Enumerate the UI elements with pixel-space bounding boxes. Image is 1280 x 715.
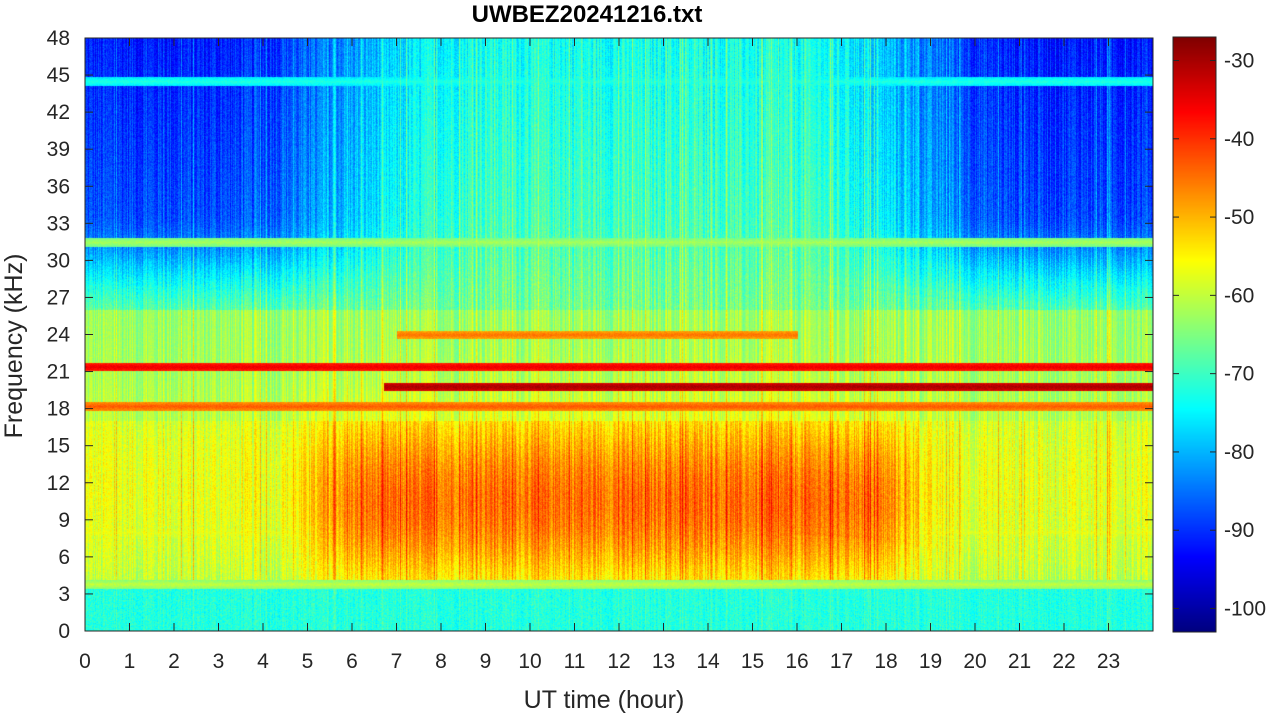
colorbar-frame	[1172, 36, 1217, 633]
y-tick-label: 0	[58, 620, 70, 643]
x-tick-label: 4	[257, 650, 269, 673]
colorbar-tick-label: -60	[1224, 284, 1254, 307]
y-tick-label: 18	[47, 398, 70, 421]
y-tick-label: 33	[47, 212, 70, 235]
x-tick-label: 20	[963, 650, 986, 673]
x-tick-label: 9	[480, 650, 492, 673]
x-tick-label: 18	[874, 650, 897, 673]
colorbar-tick-label: -90	[1224, 519, 1254, 542]
colorbar-tick-label: -80	[1224, 441, 1254, 464]
spectrogram-plot	[84, 37, 1154, 632]
x-tick-label: 10	[518, 650, 541, 673]
y-tick-label: 30	[47, 249, 70, 272]
colorbar: -30 -40 -50 -60 -70 -80 -90 -100	[1172, 36, 1266, 633]
y-tick-label: 27	[47, 286, 70, 309]
colorbar-tick-label: -40	[1224, 128, 1254, 151]
x-tick-label: 16	[785, 650, 808, 673]
x-tick-label: 15	[741, 650, 764, 673]
colorbar-gradient	[1173, 37, 1216, 632]
y-tick-label: 9	[58, 509, 70, 532]
x-axis-label: UT time (hour)	[524, 686, 685, 714]
x-tick-label: 3	[213, 650, 225, 673]
x-tick-label: 17	[830, 650, 853, 673]
colorbar-tick-label: -30	[1224, 49, 1254, 72]
spectrogram-image	[85, 38, 1153, 631]
colorbar-ticks: -30 -40 -50 -60 -70 -80 -90 -100	[1173, 49, 1266, 621]
x-tick-label: 5	[302, 650, 314, 673]
y-tick-label: 36	[47, 175, 70, 198]
colorbar-tick-label: -100	[1224, 598, 1266, 621]
colorbar-image-container	[1173, 37, 1216, 632]
x-tick-label: 11	[564, 650, 586, 673]
x-tick-label: 14	[696, 650, 720, 673]
x-tick-label: 0	[79, 650, 91, 673]
y-tick-label: 21	[47, 361, 70, 384]
x-tick-label: 19	[919, 650, 942, 673]
x-tick-label: 22	[1052, 650, 1075, 673]
x-tick-label: 21	[1008, 650, 1031, 673]
colorbar-tick-label: -70	[1224, 363, 1254, 386]
x-tick-label: 13	[652, 650, 675, 673]
y-tick-label: 12	[47, 472, 70, 495]
x-tick-label: 1	[124, 650, 136, 673]
y-tick-label: 6	[58, 546, 70, 569]
x-tick-label: 6	[346, 650, 358, 673]
y-tick-label: 15	[47, 435, 70, 458]
y-axis-label: Frequency (kHz)	[0, 254, 28, 439]
x-tick-label: 7	[391, 650, 403, 673]
colorbar-tick-label: -50	[1224, 206, 1254, 229]
y-tick-label: 45	[47, 64, 70, 87]
spectrogram-image-container	[85, 38, 1153, 631]
y-tick-label: 24	[47, 324, 71, 347]
x-tick-label: 8	[435, 650, 447, 673]
y-tick-label: 42	[47, 101, 70, 124]
x-axis: 0 1 2 3 4 5 6 7 8 9 10 11 12 13 14 15 16 17 18 19 20 21 22 23	[79, 38, 1120, 673]
x-tick-label: 23	[1097, 650, 1120, 673]
x-tick-label: 12	[607, 650, 630, 673]
y-tick-label: 3	[58, 583, 70, 606]
y-tick-label: 39	[47, 138, 70, 161]
x-tick-label: 2	[168, 650, 180, 673]
y-tick-label: 48	[47, 27, 70, 50]
chart-title: UWBEZ20241216.txt	[472, 1, 703, 28]
